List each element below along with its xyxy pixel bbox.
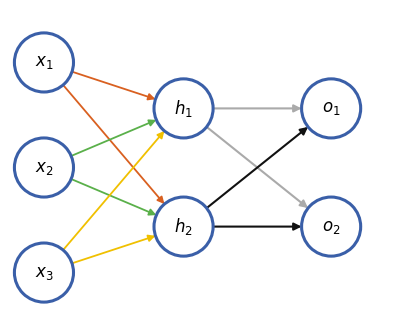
Text: $x_1$: $x_1$ xyxy=(35,54,53,71)
Text: $x_3$: $x_3$ xyxy=(35,264,53,281)
Ellipse shape xyxy=(302,79,361,138)
Ellipse shape xyxy=(14,33,74,92)
Ellipse shape xyxy=(154,79,213,138)
Text: $o_1$: $o_1$ xyxy=(322,99,340,117)
Ellipse shape xyxy=(154,197,213,256)
Ellipse shape xyxy=(14,243,74,302)
Text: $o_2$: $o_2$ xyxy=(322,218,340,236)
Text: $h_1$: $h_1$ xyxy=(174,98,193,119)
Text: $h_2$: $h_2$ xyxy=(174,216,193,237)
Text: $x_2$: $x_2$ xyxy=(35,158,53,177)
Ellipse shape xyxy=(14,138,74,197)
Ellipse shape xyxy=(302,197,361,256)
